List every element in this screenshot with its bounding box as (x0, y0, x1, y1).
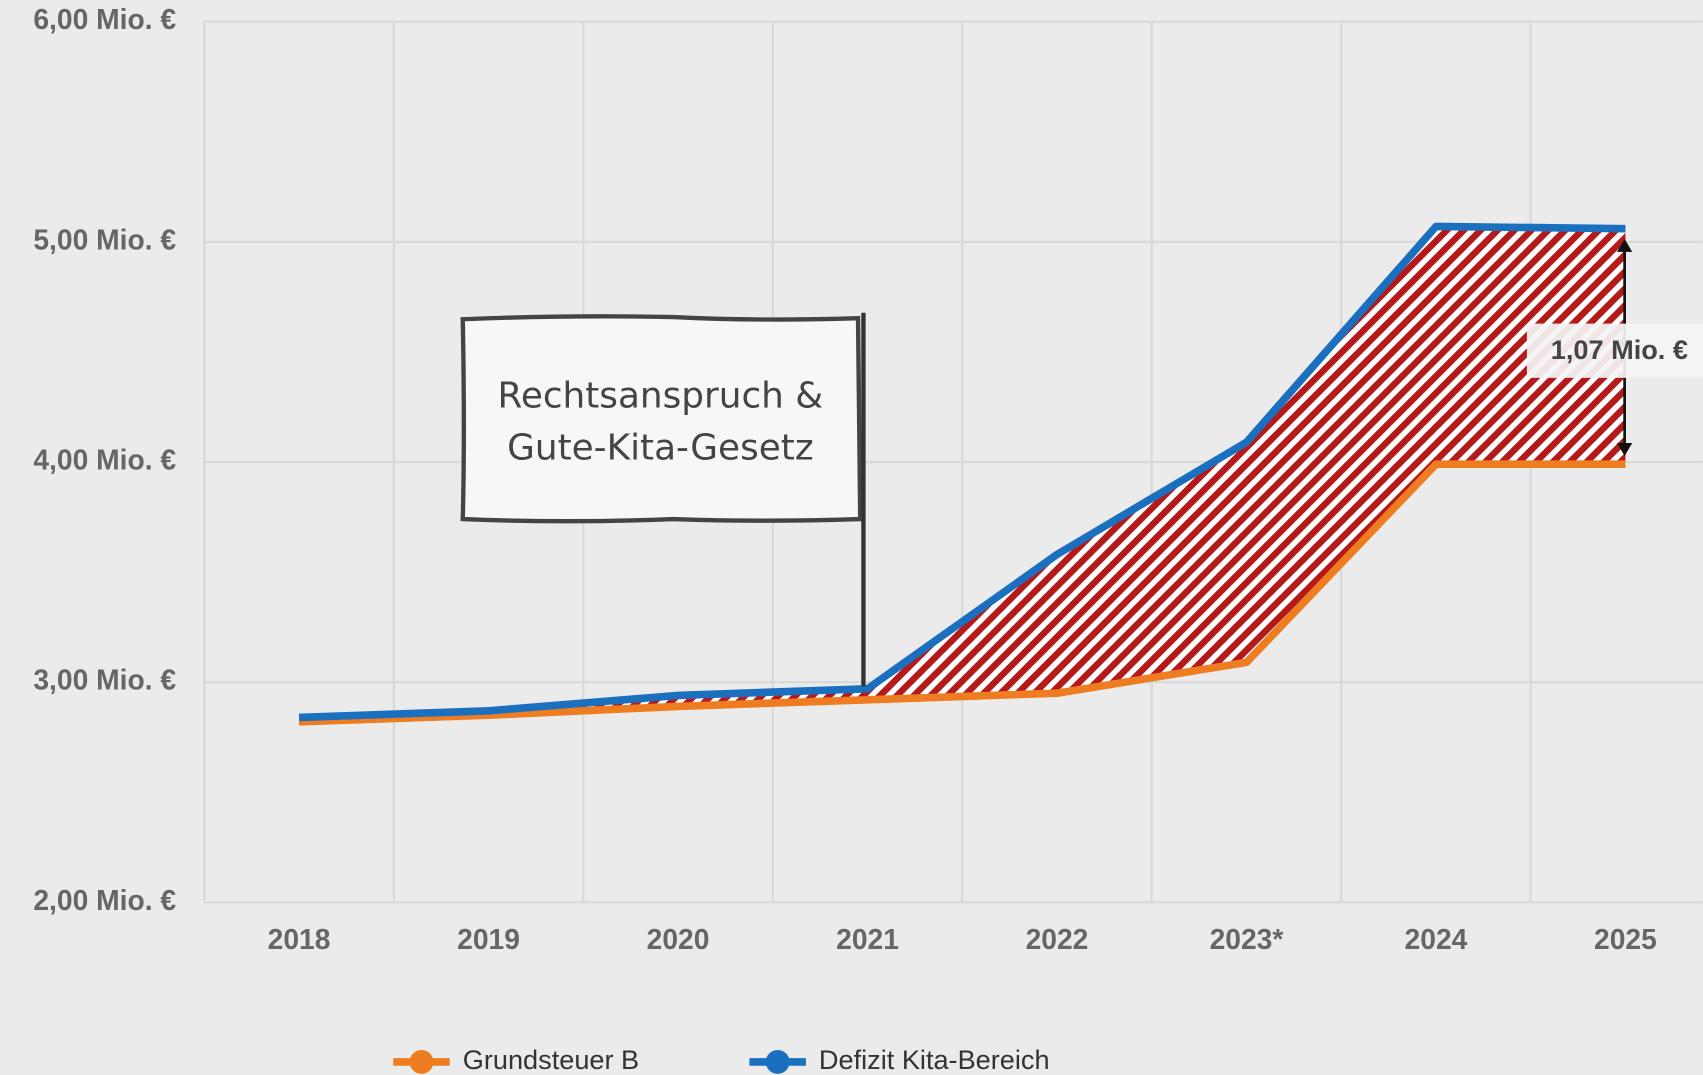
x-tick-label: 2018 (268, 923, 331, 955)
legend-label: Defizit Kita-Bereich (819, 1044, 1050, 1075)
legend-marker (765, 1050, 790, 1074)
legend-marker (409, 1050, 434, 1074)
y-tick-label: 5,00 Mio. € (33, 223, 176, 255)
x-tick-label: 2020 (647, 923, 710, 955)
series-line (298, 460, 1626, 726)
series-line (298, 222, 1626, 722)
gap-label: 1,07 Mio. € (1551, 334, 1688, 365)
x-tick-label: 2025 (1594, 923, 1657, 955)
gap-annotation: 1,07 Mio. € (1526, 238, 1703, 457)
x-tick-label: 2019 (457, 923, 520, 955)
y-tick-label: 4,00 Mio. € (33, 443, 176, 475)
flag-box (460, 314, 863, 524)
flag-text: Gute-Kita-Gesetz (507, 428, 814, 469)
y-tick-label: 3,00 Mio. € (33, 664, 176, 696)
difference-area (299, 226, 1626, 722)
x-tick-label: 2022 (1026, 923, 1089, 955)
flag-text: Rechtsanspruch & (498, 375, 824, 416)
gap-label-box (1526, 323, 1703, 378)
y-tick-label: 2,00 Mio. € (33, 884, 176, 916)
x-tick-label: 2024 (1405, 923, 1468, 955)
x-tick-label: 2023* (1210, 923, 1284, 955)
x-tick-label: 2021 (836, 923, 899, 955)
flag: Rechtsanspruch & Gute-Kita-Gesetz (460, 312, 866, 687)
y-tick-label: 6,00 Mio. € (33, 3, 176, 35)
legend-label: Grundsteuer B (463, 1044, 639, 1075)
